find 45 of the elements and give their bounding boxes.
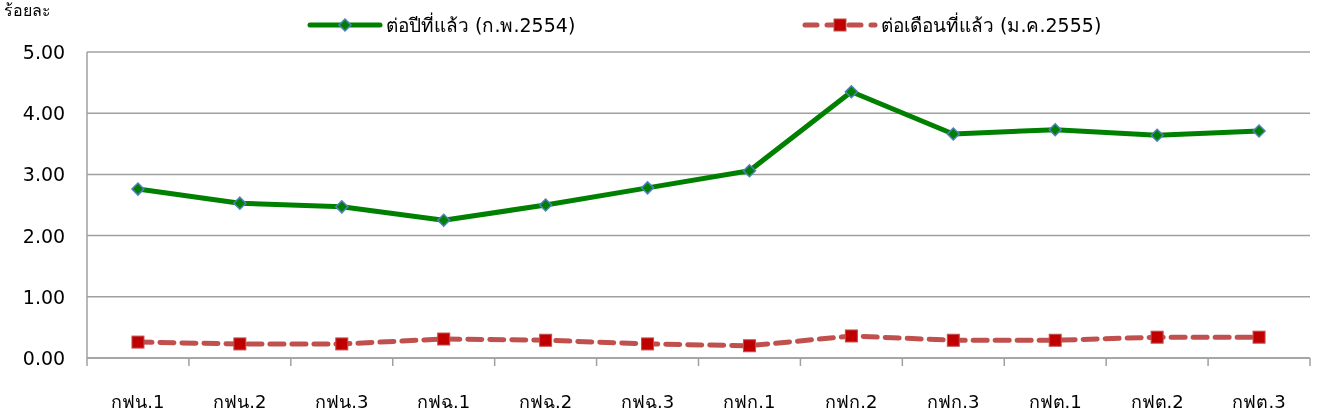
point xyxy=(844,85,859,99)
x-tick-label: กฟน.2 xyxy=(213,391,267,412)
x-tick-label: กฟน.1 xyxy=(111,391,165,412)
point xyxy=(131,335,145,349)
x-tick-label: กฟต.1 xyxy=(1028,391,1082,412)
point xyxy=(436,213,451,228)
x-tick-label: กฟก.1 xyxy=(723,391,776,412)
x-tick-label: กฟต.2 xyxy=(1130,391,1184,412)
y-tick-label: 0.00 xyxy=(22,347,66,369)
x-tick-label: กฟฉ.2 xyxy=(519,391,573,412)
x-tick-label: กฟฉ.3 xyxy=(620,391,675,412)
y-axis-title: ร้อยละ xyxy=(4,1,51,20)
legend-label: ต่อเดือนที่แล้ว (ม.ค.2555) xyxy=(881,12,1102,36)
point xyxy=(946,127,961,141)
x-tick-label: กฟน.3 xyxy=(315,391,369,412)
legend-label: ต่อปีที่แล้ว (ก.พ.2554) xyxy=(386,12,576,36)
x-tick-label: กฟต.3 xyxy=(1232,391,1286,412)
point xyxy=(335,337,349,351)
point xyxy=(539,333,553,347)
y-tick-label: 4.00 xyxy=(22,102,66,125)
point xyxy=(1150,330,1164,344)
point xyxy=(131,182,145,196)
point xyxy=(946,333,960,347)
y-tick-label: 3.00 xyxy=(22,163,66,186)
point xyxy=(742,339,756,353)
point xyxy=(1048,122,1062,137)
point xyxy=(233,196,247,210)
point xyxy=(437,332,451,346)
x-tick-label: กฟฉ.1 xyxy=(417,391,471,412)
y-tick-label: 2.00 xyxy=(22,224,66,247)
y-tick-label: 5.00 xyxy=(22,41,66,63)
point xyxy=(233,337,247,351)
point xyxy=(640,181,655,195)
point xyxy=(335,200,349,214)
point xyxy=(844,329,858,343)
point xyxy=(538,198,553,212)
x-tick-label: กฟก.3 xyxy=(927,391,980,412)
point xyxy=(742,163,757,178)
x-tick-label: กฟก.2 xyxy=(825,391,878,412)
point xyxy=(641,337,655,351)
point xyxy=(1252,330,1266,344)
point xyxy=(1048,333,1062,347)
point xyxy=(1252,124,1266,138)
point xyxy=(1150,128,1164,142)
y-tick-label: 1.00 xyxy=(22,285,66,308)
